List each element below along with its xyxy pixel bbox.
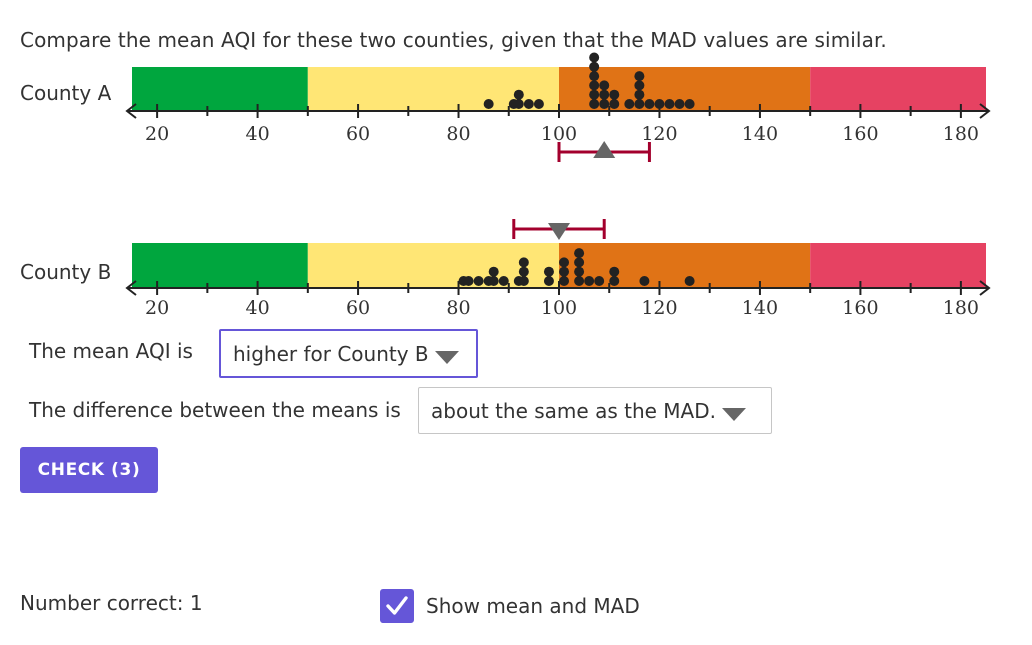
tick-label-a: 120 <box>641 123 677 145</box>
data-dot-a <box>513 89 524 100</box>
data-dot-a <box>634 99 645 109</box>
dot-plots: 20 40 60 80 100 120 140 160 180 20 40 60 80 100 120 140… <box>125 52 991 319</box>
tick-label-b: 120 <box>641 297 677 319</box>
show-mean-mad-label[interactable]: Show mean and MAD <box>426 594 640 618</box>
caret-down-icon <box>434 351 459 364</box>
difference-dropdown[interactable]: about the same as the MAD. <box>418 387 772 434</box>
data-dot-a <box>644 99 655 109</box>
data-dot-b <box>543 266 554 277</box>
data-dot-a <box>589 80 600 91</box>
tick-label-b: 160 <box>842 297 878 319</box>
data-dot-a <box>483 99 494 109</box>
data-dot-a <box>589 89 600 100</box>
difference-value: about the same as the MAD. <box>431 398 716 423</box>
data-dot-b <box>584 276 595 286</box>
data-dot-a <box>589 71 600 82</box>
data-dot-a <box>599 89 610 100</box>
data-dot-b <box>609 266 620 277</box>
axis-arrow-right-b <box>979 280 991 296</box>
tick-label-b: 140 <box>742 297 778 319</box>
tick-label-a: 160 <box>842 123 878 145</box>
data-dot-a <box>533 99 544 109</box>
data-dot-b <box>488 266 499 277</box>
data-dot-b <box>574 276 585 286</box>
data-dot-a <box>589 61 600 72</box>
tick-label-a: 180 <box>943 123 979 145</box>
data-dot-b <box>574 248 585 259</box>
mean-comparison-dropdown[interactable]: higher for County B <box>219 329 478 378</box>
data-dot-a <box>634 71 645 82</box>
check-button[interactable]: CHECK (3) <box>20 447 158 493</box>
data-dot-a <box>523 99 534 109</box>
data-dot-b <box>639 276 650 286</box>
data-dot-a <box>513 99 524 109</box>
aqi-band-a <box>132 67 308 111</box>
tick-label-a: 60 <box>346 123 370 145</box>
tick-label-b: 60 <box>346 297 370 319</box>
axis-arrow-left-a <box>125 103 137 119</box>
tick-label-a: 40 <box>245 123 269 145</box>
tick-label-b: 80 <box>446 297 470 319</box>
mean-marker-b <box>548 223 570 240</box>
data-dot-b <box>488 276 499 286</box>
tick-label-a: 80 <box>446 123 470 145</box>
data-dot-a <box>674 99 685 109</box>
data-dot-a <box>634 80 645 91</box>
data-dot-b <box>574 257 585 268</box>
caret-down-icon <box>721 408 746 421</box>
data-dot-b <box>609 276 620 286</box>
checkmark-icon <box>386 596 408 615</box>
aqi-band-b <box>132 243 308 288</box>
data-dot-a <box>654 99 665 109</box>
tick-label-b: 40 <box>245 297 269 319</box>
tick-label-a: 100 <box>541 123 577 145</box>
data-dot-b <box>518 276 529 286</box>
data-dot-b <box>473 276 484 286</box>
data-dot-b <box>684 276 695 286</box>
county-b-label: County B <box>20 260 112 284</box>
axis-arrow-right-a <box>979 103 991 119</box>
data-dot-a <box>684 99 695 109</box>
tick-label-b: 20 <box>145 297 169 319</box>
tick-label-b: 180 <box>943 297 979 319</box>
data-dot-a <box>599 80 610 91</box>
axis-arrow-left-b <box>125 280 137 296</box>
data-dot-a <box>624 99 635 109</box>
mean-marker-a <box>593 141 616 158</box>
data-dot-a <box>609 89 620 100</box>
mean-comparison-value: higher for County B <box>233 341 429 366</box>
data-dot-b <box>574 266 585 277</box>
data-dot-b <box>518 257 529 268</box>
tick-label-a: 20 <box>145 123 169 145</box>
data-dot-b <box>463 276 474 286</box>
tick-label-b: 100 <box>541 297 577 319</box>
mean-question-label: The mean AQI is <box>29 339 193 363</box>
aqi-band-b <box>810 243 986 288</box>
data-dot-b <box>559 257 570 268</box>
data-dot-b <box>498 276 509 286</box>
data-dot-a <box>599 99 610 109</box>
county-a-label: County A <box>20 81 112 105</box>
data-dot-a <box>634 89 645 100</box>
data-dot-b <box>559 266 570 277</box>
data-dot-b <box>543 276 554 286</box>
data-dot-a <box>589 99 600 109</box>
aqi-band-a <box>810 67 986 111</box>
data-dot-b <box>518 266 529 277</box>
show-mean-mad-checkbox[interactable] <box>380 589 414 623</box>
score-text: Number correct: 1 <box>20 591 203 615</box>
data-dot-a <box>664 99 675 109</box>
data-dot-a <box>589 52 600 63</box>
data-dot-b <box>559 276 570 286</box>
tick-label-a: 140 <box>742 123 778 145</box>
data-dot-b <box>594 276 605 286</box>
difference-question-label: The difference between the means is <box>29 398 401 422</box>
data-dot-a <box>609 99 620 109</box>
prompt-text: Compare the mean AQI for these two count… <box>20 28 887 52</box>
